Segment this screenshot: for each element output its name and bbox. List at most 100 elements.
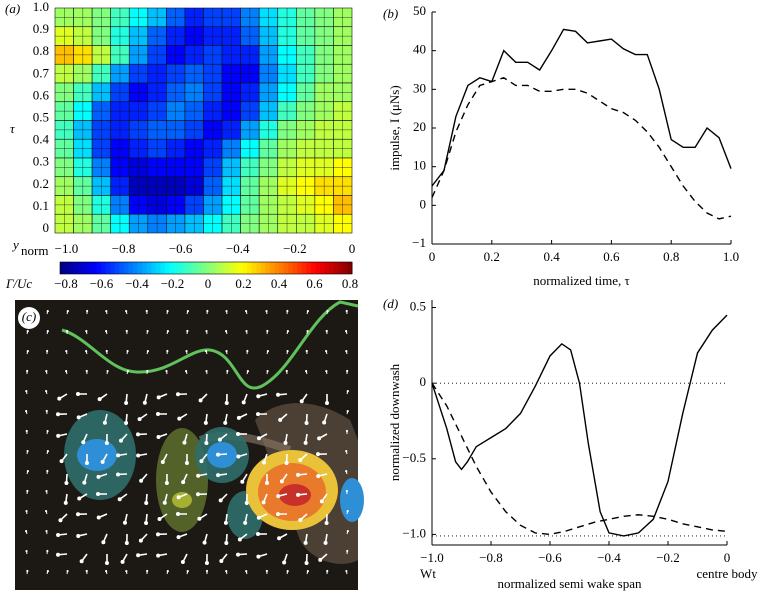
arrow-head	[85, 369, 88, 373]
arrow-head	[244, 500, 249, 505]
arrow-head	[256, 394, 261, 399]
arrow-head	[298, 458, 303, 463]
arrow-head	[283, 440, 288, 445]
colorbar-strip	[269, 262, 275, 274]
arrow-head	[202, 540, 207, 545]
arrow-head	[96, 492, 101, 497]
x-tick-label: 0.8	[663, 249, 679, 264]
arrow-head	[316, 452, 321, 457]
arrow-head	[346, 409, 349, 413]
arrow-head	[136, 453, 141, 458]
y-tick-label: −1.0	[402, 525, 426, 540]
colorbar-strip	[196, 262, 202, 274]
arrow-head	[26, 489, 29, 493]
arrow-head	[185, 370, 188, 373]
arrow-head	[296, 472, 301, 477]
x-tick-label: 1.0	[723, 249, 739, 264]
arrow-head	[266, 329, 269, 333]
x-tick-label: −0.2	[283, 241, 307, 256]
colorbar-strip	[142, 262, 148, 274]
colorbar-strip	[91, 262, 97, 274]
arrow-head	[25, 429, 28, 433]
vortex	[340, 478, 364, 522]
colorbar-strip	[73, 262, 79, 274]
arrow-head	[246, 370, 249, 373]
arrow-head	[286, 569, 289, 573]
arrow-head	[236, 415, 241, 420]
arrow-head	[59, 459, 64, 464]
y-tick-label: 0.1	[33, 198, 49, 213]
arrow-head	[66, 310, 69, 313]
arrow-head	[257, 436, 262, 441]
colorbar-strip	[342, 262, 348, 274]
y-axis-label: normalized downwash	[387, 363, 402, 481]
x-end-label: Wt	[420, 566, 436, 581]
arrow-head	[116, 472, 121, 477]
y-tick-label: 0.4	[33, 132, 50, 147]
arrow-head	[323, 540, 328, 545]
x-tick-label: −0.6	[538, 550, 562, 565]
colorbar-tick-label: −0.8	[54, 276, 78, 291]
x-tick-label: −0.2	[656, 550, 680, 565]
arrow-head	[198, 398, 203, 403]
colorbar-strip	[101, 262, 107, 274]
arrow-head	[45, 510, 48, 513]
arrow-head	[105, 330, 108, 333]
colorbar-strip	[301, 262, 307, 274]
arrow-head	[304, 560, 309, 565]
y-tick-label: 0	[420, 196, 427, 211]
arrow-head	[345, 449, 348, 453]
colorbar-tick-label: 0.6	[306, 276, 323, 291]
panel-c-image	[15, 300, 364, 590]
x-tick-label: 0.6	[603, 249, 620, 264]
arrow-head	[96, 474, 101, 479]
arrow-head	[46, 450, 49, 453]
arrow-head	[136, 432, 141, 437]
arrow-head	[306, 570, 309, 573]
arrow-head	[146, 350, 149, 353]
colorbar-strip	[338, 262, 344, 274]
arrow-head	[217, 437, 222, 442]
arrow-head	[145, 309, 148, 313]
arrow-head	[142, 400, 147, 405]
colorbar-label: Γ/Uc	[5, 276, 32, 291]
colorbar-strip	[201, 262, 207, 274]
arrow-head	[181, 480, 186, 485]
arrow-head	[204, 560, 209, 565]
arrow-head	[118, 438, 123, 443]
arrow-head	[245, 570, 248, 573]
y-tick-label: 0.9	[33, 21, 49, 36]
arrow-head	[81, 440, 86, 445]
arrow-head	[304, 420, 309, 425]
arrow-head	[306, 310, 309, 313]
arrow-head	[166, 570, 169, 573]
arrow-head	[325, 369, 328, 373]
arrow-head	[160, 459, 165, 464]
arrow-head	[46, 469, 49, 473]
arrow-head	[25, 389, 28, 393]
arrow-head	[261, 500, 266, 505]
x-axis-label: normalized semi wake span	[497, 576, 642, 591]
arrow-head	[45, 409, 48, 413]
arrow-head	[156, 434, 161, 439]
arrow-head	[219, 558, 224, 563]
arrow-head	[196, 492, 201, 497]
arrow-head	[76, 415, 81, 420]
colorbar-strip	[251, 262, 257, 274]
arrow-head	[176, 535, 181, 540]
arrow-head	[124, 420, 129, 425]
arrow-head	[326, 569, 329, 573]
arrow-head	[57, 396, 62, 401]
arrow-head	[156, 532, 161, 537]
colorbar-strip	[233, 262, 239, 274]
arrow-head	[46, 309, 49, 313]
arrow-head	[100, 459, 105, 464]
arrow-head	[137, 417, 142, 422]
colorbar-strip	[123, 262, 129, 274]
arrow-head	[64, 480, 69, 485]
colorbar-strip	[110, 262, 116, 274]
arrow-head	[345, 470, 348, 473]
arrow-head	[56, 433, 61, 438]
arrow-head	[45, 529, 48, 533]
vortex-core	[279, 484, 311, 506]
